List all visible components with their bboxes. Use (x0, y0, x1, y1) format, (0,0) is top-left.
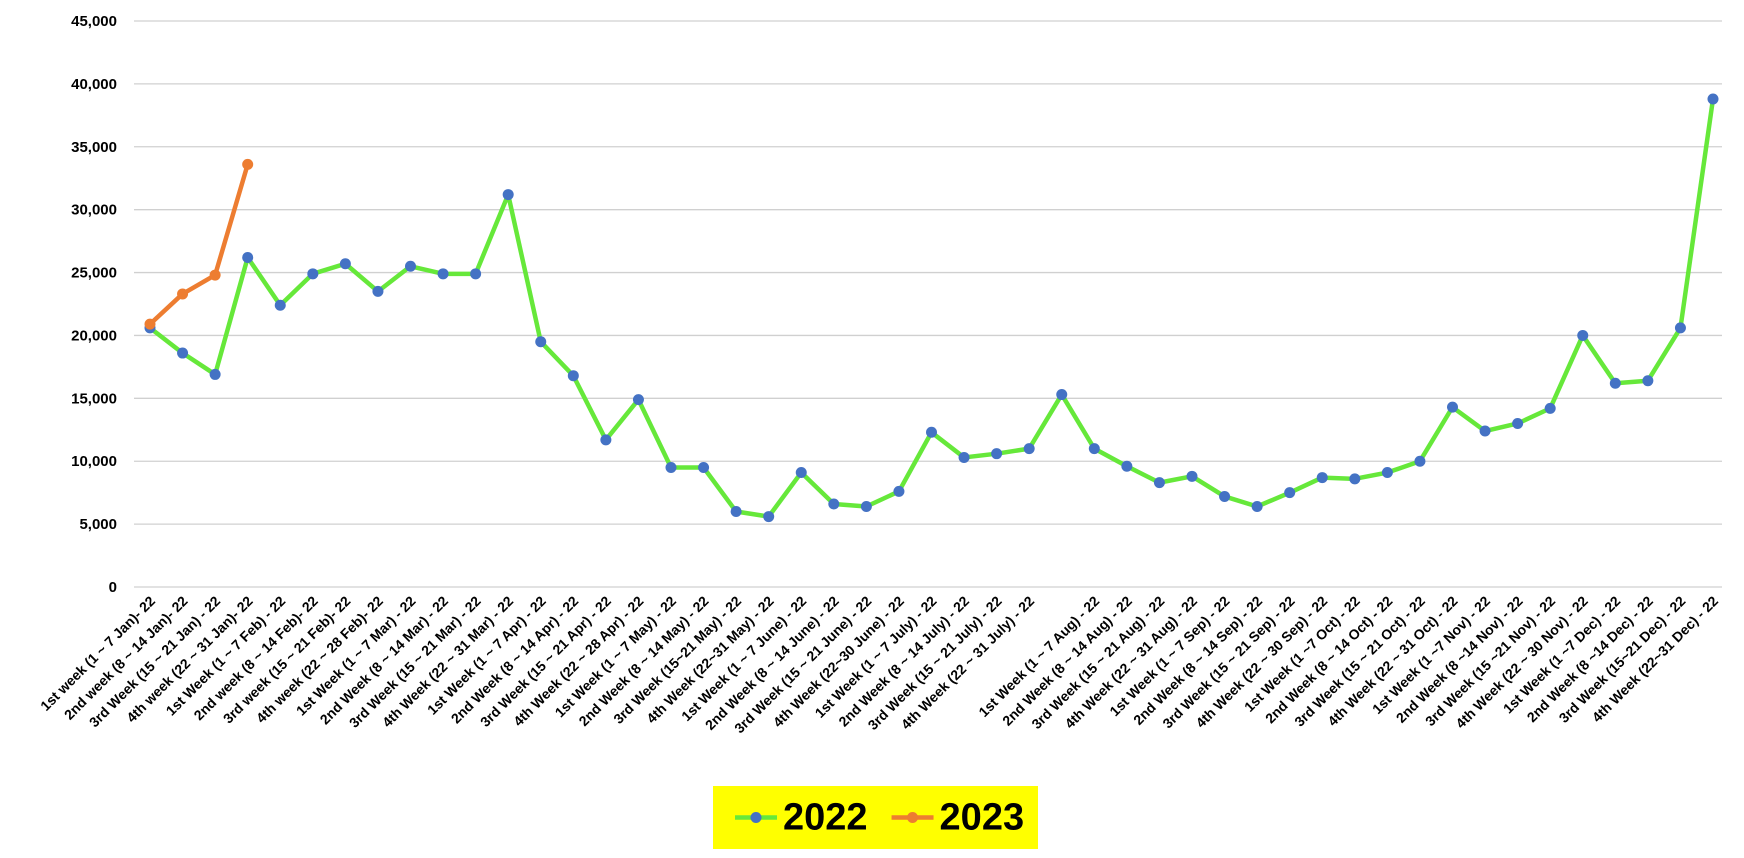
data-point (860, 501, 872, 513)
data-point (242, 158, 254, 170)
data-point (730, 506, 742, 518)
data-point (763, 511, 775, 523)
data-point (893, 485, 905, 497)
legend-marker (750, 812, 762, 823)
y-tick-label: 35,000 (71, 139, 117, 156)
data-point (1577, 329, 1589, 341)
series-line (148, 163, 250, 326)
data-point (600, 434, 612, 446)
data-point (1316, 472, 1328, 484)
y-tick-label: 5,000 (79, 516, 117, 533)
data-point (339, 258, 351, 270)
data-point (828, 498, 840, 510)
data-point (470, 268, 482, 280)
y-tick-label: 30,000 (71, 202, 117, 219)
data-point (1088, 443, 1100, 455)
data-point (567, 370, 579, 382)
data-point (209, 269, 221, 281)
data-point (1121, 460, 1133, 472)
data-point (535, 336, 547, 348)
data-point (926, 426, 937, 438)
legend-label: 2022 (783, 797, 868, 839)
data-point (1381, 467, 1393, 479)
data-point (1707, 93, 1719, 105)
data-point (1447, 401, 1458, 413)
data-point (372, 285, 384, 297)
data-point (1609, 377, 1621, 389)
data-point (144, 318, 156, 330)
data-point (1674, 322, 1686, 334)
data-point (665, 462, 677, 474)
data-point (1414, 455, 1426, 467)
y-tick-label: 45,000 (71, 13, 117, 30)
data-point (177, 288, 189, 300)
data-point (1512, 417, 1524, 429)
data-point (177, 347, 189, 359)
data-point (1479, 425, 1491, 437)
data-point (274, 299, 286, 311)
legend-label: 2023 (940, 797, 1025, 839)
data-point (991, 448, 1003, 460)
y-tick-label: 15,000 (71, 390, 117, 407)
series-line (148, 98, 1716, 519)
data-point (437, 268, 449, 280)
data-point (307, 268, 319, 280)
data-point (1642, 375, 1654, 387)
data-point (1349, 473, 1361, 485)
data-point (1251, 501, 1263, 513)
data-point (209, 368, 221, 380)
data-point (958, 451, 970, 463)
data-point (795, 467, 807, 479)
data-point (242, 251, 254, 263)
y-tick-label: 0 (109, 579, 117, 596)
data-point (632, 394, 644, 406)
y-tick-label: 25,000 (71, 265, 117, 282)
legend-marker (907, 812, 919, 823)
y-tick-label: 40,000 (71, 76, 117, 93)
data-point (1544, 402, 1556, 414)
data-point (698, 462, 710, 474)
data-point (1186, 470, 1198, 482)
data-point (502, 189, 514, 201)
data-point (1153, 477, 1165, 489)
data-point (1284, 487, 1296, 499)
data-point (1023, 443, 1035, 455)
data-point (1056, 389, 1068, 401)
data-point (405, 260, 416, 272)
y-tick-label: 10,000 (71, 453, 117, 470)
y-tick-label: 20,000 (71, 327, 117, 344)
data-point (1219, 490, 1231, 502)
